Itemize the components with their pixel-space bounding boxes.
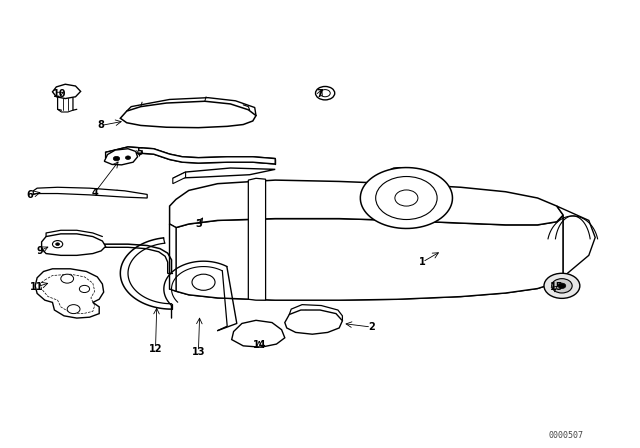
Polygon shape	[120, 101, 256, 128]
Text: 14: 14	[252, 340, 266, 350]
Text: 7: 7	[317, 89, 323, 99]
Polygon shape	[42, 234, 106, 255]
Text: 4: 4	[92, 188, 98, 198]
Polygon shape	[104, 149, 138, 165]
Polygon shape	[360, 168, 452, 228]
Polygon shape	[170, 224, 176, 291]
Polygon shape	[35, 269, 104, 318]
Text: 0000507: 0000507	[549, 431, 584, 440]
Polygon shape	[106, 147, 275, 164]
Circle shape	[316, 86, 335, 100]
Circle shape	[79, 285, 90, 293]
Text: 10: 10	[52, 89, 67, 99]
Polygon shape	[248, 178, 266, 300]
Circle shape	[320, 90, 330, 97]
Circle shape	[376, 177, 437, 220]
Circle shape	[61, 274, 74, 283]
Circle shape	[125, 156, 131, 159]
Circle shape	[558, 283, 566, 289]
Polygon shape	[173, 168, 275, 178]
Text: 8: 8	[98, 121, 104, 130]
Polygon shape	[52, 84, 81, 99]
Text: 5: 5	[136, 147, 143, 157]
Polygon shape	[33, 187, 147, 198]
Circle shape	[552, 279, 572, 293]
Circle shape	[113, 156, 120, 161]
Polygon shape	[176, 215, 563, 300]
Polygon shape	[285, 310, 342, 334]
Circle shape	[192, 274, 215, 290]
Text: 6: 6	[27, 190, 33, 200]
Text: 13: 13	[191, 347, 205, 357]
Text: 2: 2	[368, 322, 374, 332]
Circle shape	[56, 243, 60, 246]
Circle shape	[395, 190, 418, 206]
Text: 15: 15	[550, 282, 564, 292]
Polygon shape	[232, 320, 285, 347]
Polygon shape	[557, 206, 595, 282]
Text: 11: 11	[30, 282, 44, 292]
Circle shape	[181, 109, 196, 120]
Text: 3: 3	[195, 219, 202, 229]
Polygon shape	[173, 172, 186, 184]
Text: 1: 1	[419, 257, 426, 267]
Circle shape	[67, 305, 80, 314]
Circle shape	[544, 273, 580, 298]
Text: 9: 9	[36, 246, 43, 256]
Polygon shape	[170, 180, 563, 228]
Circle shape	[52, 241, 63, 248]
Text: 12: 12	[148, 344, 163, 353]
Polygon shape	[170, 215, 563, 300]
